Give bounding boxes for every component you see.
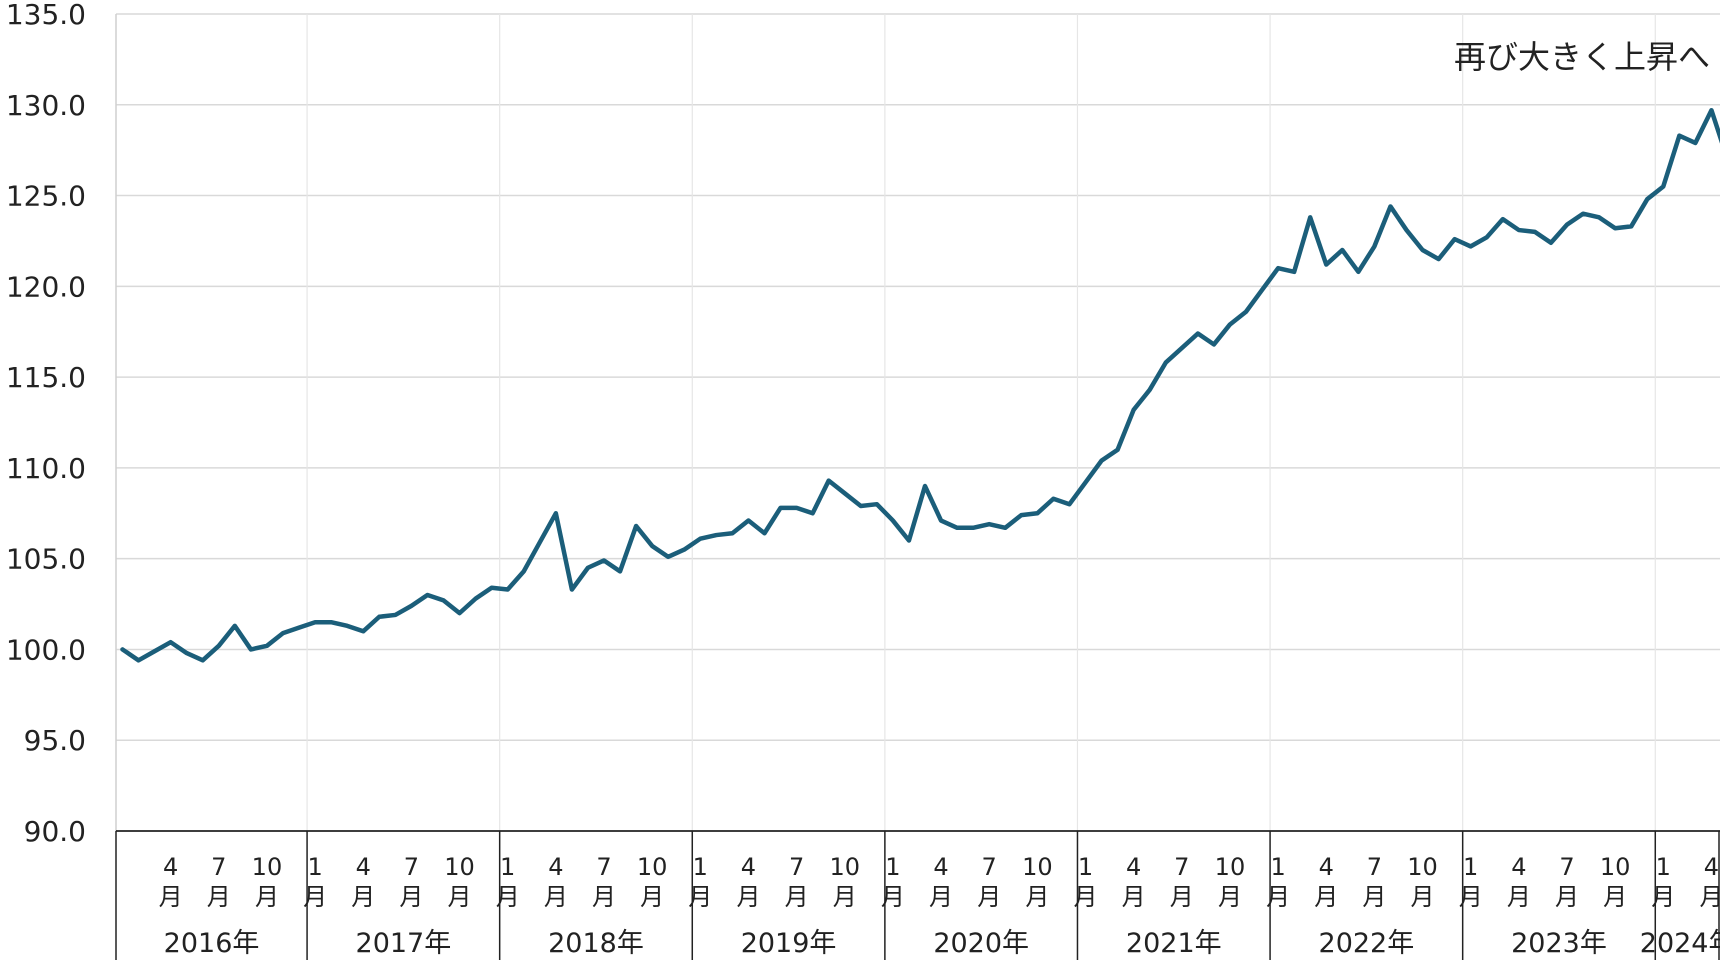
series-layer	[120, 107, 1720, 663]
x-tick-unit: 月	[1218, 883, 1242, 911]
x-tick-unit: 月	[1507, 883, 1531, 911]
x-tick-unit: 月	[1699, 883, 1720, 911]
x-tick-unit: 月	[1025, 883, 1049, 911]
x-tick-month: 4	[548, 853, 563, 881]
x-tick-month: 10	[1022, 853, 1053, 881]
x-tick-unit: 月	[929, 883, 953, 911]
y-tick-label: 115.0	[6, 361, 86, 394]
x-tick-month: 4	[933, 853, 948, 881]
x-tick-year: 2021年	[1126, 928, 1222, 959]
x-tick-month: 7	[1367, 853, 1382, 881]
x-tick-month: 1	[885, 853, 900, 881]
x-tick-month: 4	[1704, 853, 1719, 881]
x-tick-unit: 月	[785, 883, 809, 911]
x-tick-unit: 月	[303, 883, 327, 911]
x-tick-month: 7	[404, 853, 419, 881]
x-tick-month: 1	[1078, 853, 1093, 881]
x-tick-unit: 月	[640, 883, 664, 911]
gridlines	[115, 13, 1720, 831]
x-axis: 4月7月10月2016年1月4月7月10月2017年1月4月7月10月2018年…	[115, 830, 1720, 960]
x-tick-unit: 月	[1411, 883, 1435, 911]
x-tick-month: 7	[1174, 853, 1189, 881]
x-tick-month: 10	[1600, 853, 1631, 881]
x-tick-unit: 月	[1074, 883, 1098, 911]
x-tick-unit: 月	[1122, 883, 1146, 911]
x-tick-month: 7	[789, 853, 804, 881]
y-tick-label: 95.0	[24, 724, 86, 757]
y-tick-label: 130.0	[6, 89, 86, 122]
x-tick-month: 1	[307, 853, 322, 881]
x-tick-unit: 月	[1459, 883, 1483, 911]
x-tick-month: 4	[1126, 853, 1141, 881]
x-tick-unit: 月	[1603, 883, 1627, 911]
x-tick-year: 2017年	[356, 928, 452, 959]
x-tick-unit: 月	[592, 883, 616, 911]
x-tick-month: 10	[1407, 853, 1438, 881]
x-tick-month: 1	[500, 853, 515, 881]
x-tick-unit: 月	[207, 883, 231, 911]
x-tick-unit: 月	[1266, 883, 1290, 911]
x-tick-month: 10	[1215, 853, 1246, 881]
x-tick-month: 7	[982, 853, 997, 881]
x-tick-year: 2020年	[933, 928, 1029, 959]
y-tick-label: 100.0	[6, 633, 86, 666]
y-tick-label: 125.0	[6, 180, 86, 213]
x-tick-unit: 月	[881, 883, 905, 911]
x-tick-unit: 月	[1362, 883, 1386, 911]
x-tick-month: 7	[1559, 853, 1574, 881]
chart-annotation: 再び大きく上昇へ	[1454, 38, 1710, 76]
x-tick-month: 4	[356, 853, 371, 881]
x-tick-month: 4	[1511, 853, 1526, 881]
x-tick-unit: 月	[977, 883, 1001, 911]
x-tick-month: 1	[1463, 853, 1478, 881]
x-tick-unit: 月	[399, 883, 423, 911]
x-tick-unit: 月	[159, 883, 183, 911]
x-tick-month: 10	[252, 853, 283, 881]
x-tick-month: 1	[693, 853, 708, 881]
x-tick-month: 1	[1656, 853, 1671, 881]
y-tick-label: 90.0	[24, 815, 86, 848]
x-tick-unit: 月	[1651, 883, 1675, 911]
x-tick-unit: 月	[255, 883, 279, 911]
x-tick-unit: 月	[351, 883, 375, 911]
x-tick-year: 2016年	[164, 928, 260, 959]
y-tick-label: 135.0	[6, 0, 86, 31]
x-tick-unit: 月	[1555, 883, 1579, 911]
x-tick-year: 2018年	[548, 928, 644, 959]
y-tick-label: 105.0	[6, 543, 86, 576]
x-tick-month: 4	[741, 853, 756, 881]
x-tick-month: 10	[637, 853, 668, 881]
x-tick-unit: 月	[688, 883, 712, 911]
x-tick-month: 4	[163, 853, 178, 881]
x-tick-month: 10	[444, 853, 475, 881]
series-line	[120, 107, 1720, 663]
x-tick-unit: 月	[833, 883, 857, 911]
x-tick-year: 2023年	[1511, 928, 1607, 959]
x-tick-unit: 月	[736, 883, 760, 911]
x-tick-year: 2022年	[1319, 928, 1415, 959]
x-tick-unit: 月	[1314, 883, 1338, 911]
x-tick-unit: 月	[496, 883, 520, 911]
x-tick-month: 7	[211, 853, 226, 881]
y-tick-label: 110.0	[6, 452, 86, 485]
x-tick-unit: 月	[1170, 883, 1194, 911]
y-axis: 90.0 95.0 100.0 105.0 110.0 115.0 120.0 125.0 13…	[6, 0, 86, 848]
x-tick-year: 2024年	[1640, 928, 1720, 959]
x-tick-month: 7	[596, 853, 611, 881]
x-tick-month: 10	[829, 853, 860, 881]
x-tick-unit: 月	[544, 883, 568, 911]
x-tick-year: 2019年	[741, 928, 837, 959]
x-tick-month: 1	[1270, 853, 1285, 881]
y-tick-label: 120.0	[6, 270, 86, 303]
x-tick-month: 4	[1319, 853, 1334, 881]
x-tick-unit: 月	[448, 883, 472, 911]
